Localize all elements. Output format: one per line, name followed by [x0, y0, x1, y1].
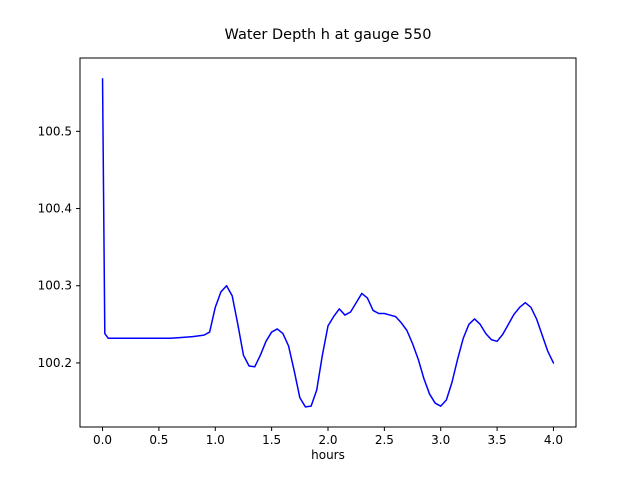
x-tick-label: 3.5 — [488, 433, 507, 447]
x-axis-label: hours — [311, 448, 345, 462]
y-tick-label: 100.4 — [38, 202, 72, 216]
x-tick-label: 4.0 — [544, 433, 563, 447]
x-tick-label: 1.0 — [206, 433, 225, 447]
chart-title: Water Depth h at gauge 550 — [224, 27, 432, 43]
x-tick-label: 1.5 — [262, 433, 281, 447]
series-line-water-depth — [101, 78, 555, 408]
x-tick-label: 0.0 — [93, 433, 112, 447]
x-tick-label: 3.0 — [431, 433, 450, 447]
x-tick-label: 0.5 — [149, 433, 168, 447]
x-tick-label: 2.0 — [318, 433, 337, 447]
y-tick-label: 100.5 — [38, 124, 72, 138]
axes-frame — [79, 57, 577, 428]
y-tick-label: 100.2 — [38, 356, 72, 370]
x-tick-label: 2.5 — [375, 433, 394, 447]
y-tick-label: 100.3 — [38, 279, 72, 293]
